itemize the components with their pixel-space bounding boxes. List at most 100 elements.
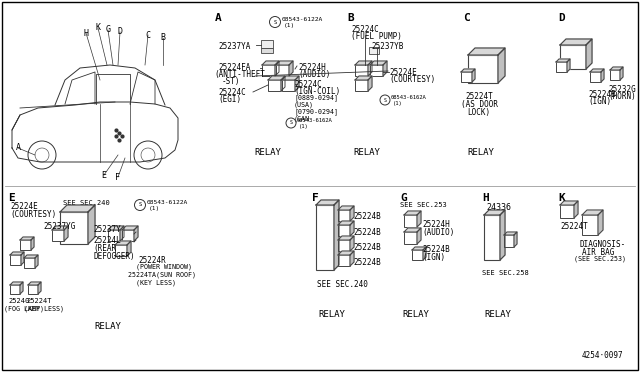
Text: 25224H: 25224H [422,220,450,229]
Polygon shape [368,61,372,76]
Polygon shape [282,76,299,80]
Text: S: S [383,97,387,103]
Bar [122,230,134,241]
Text: C: C [463,13,470,23]
Text: 08543-6122A: 08543-6122A [282,17,323,22]
Text: 25224B: 25224B [353,228,381,237]
Bar [504,235,514,247]
Polygon shape [88,205,95,244]
Text: 25224T: 25224T [26,298,51,304]
Text: G: G [106,26,111,35]
Text: 25224B: 25224B [353,243,381,252]
Polygon shape [368,76,372,91]
Text: (1): (1) [284,23,295,28]
Text: K: K [558,193,564,203]
Text: 25224FA: 25224FA [218,63,250,72]
Polygon shape [598,210,603,235]
Bar [468,55,498,83]
Polygon shape [35,255,38,268]
Bar [10,285,20,294]
Text: 4254·0097: 4254·0097 [582,351,623,360]
Polygon shape [355,61,372,65]
Polygon shape [350,251,354,266]
Bar [338,240,350,251]
Polygon shape [21,252,24,265]
Text: SEE SEC.240: SEE SEC.240 [317,280,368,289]
Polygon shape [268,76,285,80]
Text: SEE SEC.253: SEE SEC.253 [400,202,447,208]
Bar [268,80,281,91]
Polygon shape [350,221,354,236]
Text: (ANTI-THEFT: (ANTI-THEFT [214,70,265,79]
Text: D: D [118,28,122,36]
Polygon shape [20,237,34,240]
Text: 25224T: 25224T [560,222,588,231]
Bar [261,40,273,48]
Text: (1): (1) [393,101,403,106]
Text: (CAN: (CAN [294,115,310,122]
Polygon shape [64,226,68,241]
Text: 25224C: 25224C [294,80,322,89]
Text: [0889-0294]: [0889-0294] [294,94,338,101]
Text: 08543-6162A: 08543-6162A [391,95,427,100]
Polygon shape [567,59,570,72]
Text: 25224TA(SUN ROOF): 25224TA(SUN ROOF) [128,272,196,279]
Bar [404,215,417,227]
Text: (IGN-COIL): (IGN-COIL) [294,87,340,96]
Bar [370,65,383,76]
Bar [355,80,368,91]
Polygon shape [350,236,354,251]
Bar [276,65,289,76]
Text: 25237Y: 25237Y [93,225,121,234]
Bar [60,212,88,244]
Text: D: D [558,13,564,23]
Text: DEFOGGER): DEFOGGER) [93,252,134,261]
Polygon shape [601,69,604,82]
Polygon shape [334,200,339,270]
Text: -ST): -ST) [222,77,241,86]
Bar [610,70,620,80]
Text: SEE SEC.258: SEE SEC.258 [482,270,529,276]
Polygon shape [60,205,95,212]
Polygon shape [423,247,426,260]
Text: (COURTESY): (COURTESY) [10,210,56,219]
Text: (KEY LESS): (KEY LESS) [24,305,64,311]
Polygon shape [468,48,505,55]
Polygon shape [24,255,38,258]
Text: 25237YB: 25237YB [371,42,403,51]
Text: (IGN): (IGN) [588,97,611,106]
Text: 25224E: 25224E [389,68,417,77]
Bar [338,210,350,221]
Polygon shape [38,282,41,294]
Bar [560,205,574,218]
Polygon shape [275,61,279,76]
Polygon shape [582,210,603,215]
Polygon shape [52,226,68,230]
Polygon shape [122,226,138,230]
Polygon shape [350,206,354,221]
Text: 25224B: 25224B [353,212,381,221]
Polygon shape [586,39,592,69]
Text: K: K [95,23,100,32]
Polygon shape [20,282,23,294]
Text: (AUDIO): (AUDIO) [298,70,330,79]
Polygon shape [115,241,131,245]
Text: 25224C: 25224C [218,88,246,97]
Text: DIAGNOSIS-: DIAGNOSIS- [580,240,627,249]
Bar [108,230,120,241]
Text: H: H [482,193,489,203]
Bar [404,232,417,244]
Polygon shape [108,226,124,230]
Bar [338,225,350,236]
Text: 25224R: 25224R [138,256,166,265]
Bar [115,245,127,256]
Text: (1): (1) [148,206,160,211]
Text: 08543-6162A: 08543-6162A [297,118,333,123]
Polygon shape [10,282,23,285]
Bar [28,285,38,294]
Bar [582,215,598,235]
Text: F: F [312,193,319,203]
Text: (AUDIO): (AUDIO) [422,228,454,237]
Text: B: B [347,13,354,23]
Polygon shape [316,200,339,205]
